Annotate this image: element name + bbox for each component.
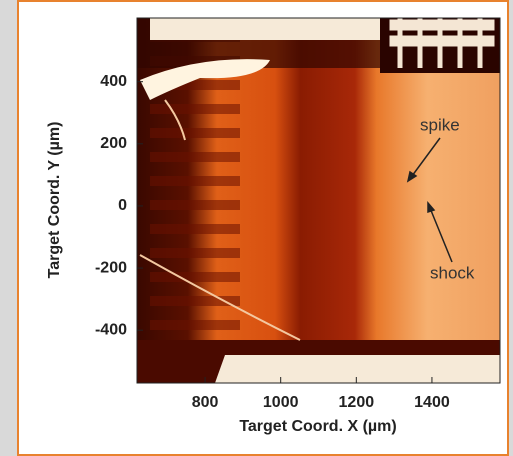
x-tick-label: 1000 [263,394,299,411]
annotation: spike [420,115,460,134]
x-tick-label: 1400 [414,394,450,411]
y-axis-label: Target Coord. Y (µm) [46,122,63,279]
radiograph [137,18,500,383]
x-tick-label: 1200 [339,394,375,411]
y-tick-label: -200 [95,259,127,276]
x-tick-label: 800 [192,394,219,411]
figure: Target Coord. X (µm) Target Coord. Y (µm… [0,0,513,456]
annotation: shock [430,263,475,282]
y-tick-label: -400 [95,321,127,338]
y-tick-label: 0 [118,197,127,214]
y-tick-label: 400 [100,73,127,90]
y-tick-label: 200 [100,135,127,152]
page: Target Coord. X (µm) Target Coord. Y (µm… [0,0,513,456]
x-axis-label: Target Coord. X (µm) [239,418,396,435]
